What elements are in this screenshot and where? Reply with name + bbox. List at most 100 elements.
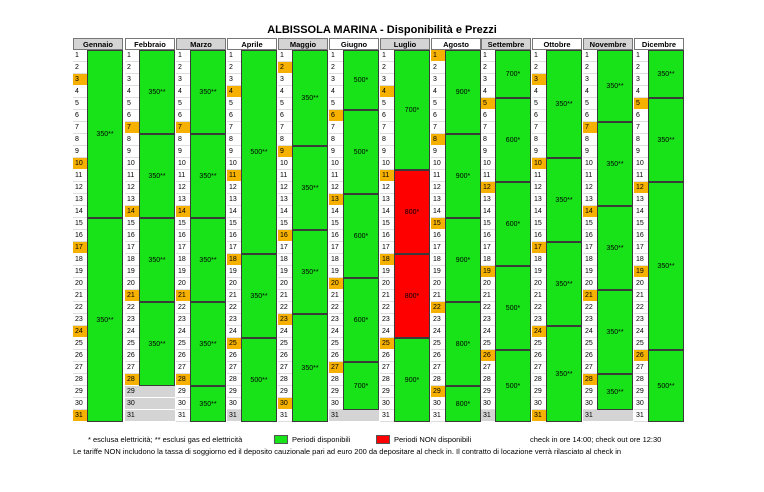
period-price: 350** (606, 244, 624, 252)
period-price: 500** (250, 148, 268, 156)
day-cell: 23 (431, 314, 445, 326)
day-cell: 3 (380, 74, 394, 86)
day-cell: 25 (380, 338, 394, 350)
day-cell: 30 (634, 398, 648, 410)
day-cell: 15 (227, 218, 241, 230)
period-price: 350** (657, 262, 675, 270)
month-header: Agosto (431, 38, 481, 50)
day-cell: 17 (176, 242, 190, 254)
day-cell: 13 (583, 194, 597, 206)
day-cell: 14 (380, 206, 394, 218)
day-cell: 5 (634, 98, 648, 110)
available-period: 350** (190, 134, 226, 218)
day-cell: 1 (431, 50, 445, 62)
day-cell: 23 (125, 314, 139, 326)
day-cell: 20 (583, 278, 597, 290)
day-cell: 18 (278, 254, 292, 266)
day-cell: 21 (532, 290, 546, 302)
day-cell: 16 (481, 230, 495, 242)
day-cell: 22 (380, 302, 394, 314)
day-cell: 18 (125, 254, 139, 266)
day-cell: 15 (481, 218, 495, 230)
day-cell: 18 (583, 254, 597, 266)
day-cell: 17 (329, 242, 343, 254)
month-header: Febbraio (125, 38, 175, 50)
day-cell: 11 (278, 170, 292, 182)
available-period: 350** (190, 218, 226, 302)
day-cell: 13 (176, 194, 190, 206)
day-cell: 25 (176, 338, 190, 350)
day-cell: 18 (380, 254, 394, 266)
day-cell: 16 (634, 230, 648, 242)
day-cell: 25 (329, 338, 343, 350)
day-cell: 2 (380, 62, 394, 74)
day-cell: 22 (634, 302, 648, 314)
day-cell: 14 (329, 206, 343, 218)
available-period: 350** (292, 50, 328, 146)
day-cell: 1 (73, 50, 87, 62)
day-cell: 27 (481, 362, 495, 374)
day-cell: 20 (73, 278, 87, 290)
day-cell: 3 (329, 74, 343, 86)
day-cell: 27 (431, 362, 445, 374)
day-cell: 11 (227, 170, 241, 182)
day-cell: 6 (176, 110, 190, 122)
month-header: Dicembre (634, 38, 684, 50)
day-cell: 24 (481, 326, 495, 338)
day-cell: 1 (329, 50, 343, 62)
day-cell: 24 (278, 326, 292, 338)
day-cell: 21 (583, 290, 597, 302)
day-cell: 16 (329, 230, 343, 242)
day-cell: 13 (278, 194, 292, 206)
available-period: 350** (139, 218, 175, 302)
day-cell: 13 (634, 194, 648, 206)
available-period: 900* (445, 134, 481, 218)
day-cell: 4 (329, 86, 343, 98)
day-cell: 5 (431, 98, 445, 110)
day-cell: 9 (329, 146, 343, 158)
day-cell: 20 (278, 278, 292, 290)
day-cell: 6 (532, 110, 546, 122)
day-cell: 27 (380, 362, 394, 374)
day-cell: 11 (481, 170, 495, 182)
month-header: Marzo (176, 38, 226, 50)
day-cell: 5 (532, 98, 546, 110)
available-period: 350** (546, 158, 582, 242)
day-cell: 31 (329, 410, 379, 422)
period-price: 350** (96, 130, 114, 138)
day-cell: 1 (227, 50, 241, 62)
day-cell: 2 (532, 62, 546, 74)
day-cell: 13 (329, 194, 343, 206)
available-period: 350** (648, 182, 684, 350)
period-price: 900* (455, 88, 471, 96)
available-period: 700* (495, 50, 531, 98)
period-price: 600* (353, 316, 369, 324)
day-cell: 30 (583, 398, 597, 410)
period-price: 500** (657, 382, 675, 390)
day-cell: 29 (73, 386, 87, 398)
day-cell: 9 (380, 146, 394, 158)
day-cell: 29 (583, 386, 597, 398)
day-cell: 29 (481, 386, 495, 398)
unavailable-label: Periodi NON disponibili (394, 435, 472, 444)
available-period: 500** (648, 350, 684, 422)
day-cell: 7 (583, 122, 597, 134)
period-price: 350** (199, 340, 217, 348)
tariff-note: Le tariffe NON includono la tassa di sog… (73, 447, 622, 456)
day-cell: 27 (329, 362, 343, 374)
day-cell: 23 (278, 314, 292, 326)
period-price: 350** (148, 340, 166, 348)
day-cell: 20 (481, 278, 495, 290)
period-price: 800* (404, 208, 420, 216)
day-cell: 28 (329, 374, 343, 386)
period-price: 500** (250, 376, 268, 384)
day-cell: 17 (583, 242, 597, 254)
day-cell: 1 (481, 50, 495, 62)
day-cell: 18 (176, 254, 190, 266)
day-cell: 26 (431, 350, 445, 362)
day-cell: 23 (634, 314, 648, 326)
available-period: 350** (546, 242, 582, 326)
day-cell: 15 (583, 218, 597, 230)
day-cell: 25 (532, 338, 546, 350)
